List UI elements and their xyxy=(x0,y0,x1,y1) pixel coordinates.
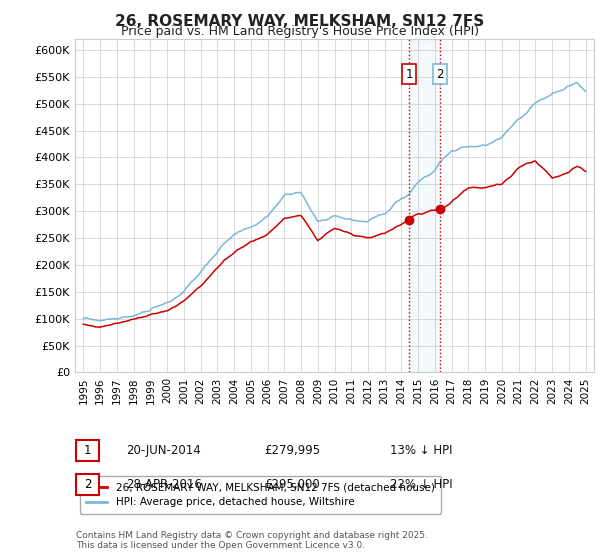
Text: 22% ↓ HPI: 22% ↓ HPI xyxy=(390,478,452,491)
Text: 2: 2 xyxy=(84,478,91,491)
Text: 13% ↓ HPI: 13% ↓ HPI xyxy=(390,444,452,458)
Legend: 26, ROSEMARY WAY, MELKSHAM, SN12 7FS (detached house), HPI: Average price, detac: 26, ROSEMARY WAY, MELKSHAM, SN12 7FS (de… xyxy=(80,476,441,514)
Text: 1: 1 xyxy=(84,444,91,458)
Text: 28-APR-2016: 28-APR-2016 xyxy=(126,478,202,491)
Bar xyxy=(409,39,440,372)
Text: Price paid vs. HM Land Registry's House Price Index (HPI): Price paid vs. HM Land Registry's House … xyxy=(121,25,479,38)
Text: £279,995: £279,995 xyxy=(264,444,320,458)
Text: 2: 2 xyxy=(436,68,443,81)
Text: 1: 1 xyxy=(406,68,413,81)
Text: Contains HM Land Registry data © Crown copyright and database right 2025.
This d: Contains HM Land Registry data © Crown c… xyxy=(76,530,428,550)
Text: 20-JUN-2014: 20-JUN-2014 xyxy=(126,444,201,458)
Text: 26, ROSEMARY WAY, MELKSHAM, SN12 7FS: 26, ROSEMARY WAY, MELKSHAM, SN12 7FS xyxy=(115,14,485,29)
Text: £295,000: £295,000 xyxy=(264,478,320,491)
